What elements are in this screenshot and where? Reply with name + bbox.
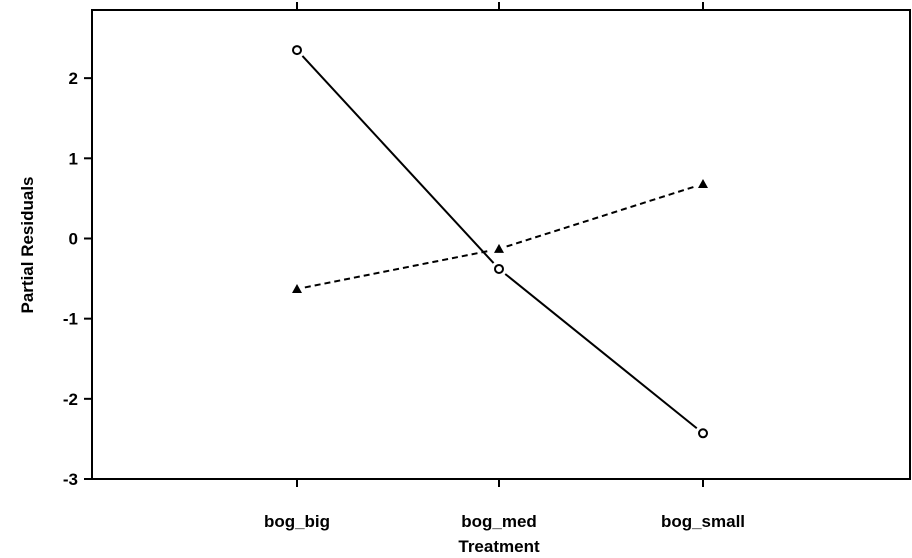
- y-tick-label: 2: [69, 69, 78, 88]
- series-1-segment: [504, 273, 698, 430]
- plot-frame: [91, 9, 911, 480]
- x-tick-label: bog_small: [661, 512, 745, 531]
- series-2-point: [494, 243, 504, 253]
- y-tick-label: 1: [69, 149, 78, 168]
- series-2-segment: [506, 185, 696, 248]
- series-1-segment: [301, 55, 495, 264]
- y-tick-label: -1: [63, 310, 78, 329]
- series-1-point: [292, 45, 302, 56]
- series-1-point: [494, 263, 504, 274]
- series-2-point: [698, 178, 708, 188]
- series-1-point: [698, 428, 708, 439]
- y-tick-label: -2: [63, 390, 78, 409]
- x-tick-label: bog_big: [264, 512, 330, 531]
- y-tick-label: 0: [69, 229, 78, 248]
- series-2-point: [292, 283, 302, 293]
- y-axis-title: Partial Residuals: [18, 176, 37, 313]
- series-2-segment: [304, 249, 492, 289]
- y-tick-label: -3: [63, 470, 78, 489]
- x-tick-label: bog_med: [461, 512, 537, 531]
- x-axis-title: Treatment: [458, 537, 540, 556]
